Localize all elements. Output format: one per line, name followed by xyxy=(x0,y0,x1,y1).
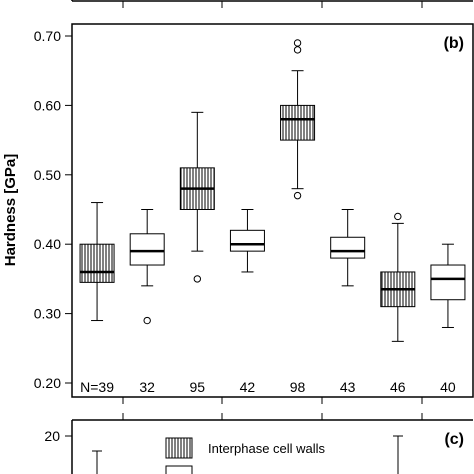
n-label: N=39 xyxy=(80,379,114,395)
n-label: 98 xyxy=(290,379,306,395)
legend-swatch-plain xyxy=(165,465,193,474)
plot-frame xyxy=(71,23,474,398)
n-label: 46 xyxy=(390,379,406,395)
legend: Interphase cell walls xyxy=(165,437,326,474)
y-tick-label: 0.60 xyxy=(34,97,61,113)
n-label: 95 xyxy=(190,379,206,395)
panel-label: (b) xyxy=(444,35,464,52)
box-group xyxy=(79,202,115,322)
box-group xyxy=(129,209,165,325)
box-group xyxy=(179,111,215,283)
panel-b: (b) Hardness [GPa] 0.200.300.400.500.600… xyxy=(2,23,474,404)
n-labels: N=39 32 95 42 98 43 46 40 xyxy=(80,379,456,395)
outlier-point xyxy=(293,39,302,47)
box xyxy=(129,233,165,266)
box-group xyxy=(330,209,366,287)
outlier-point xyxy=(293,46,302,54)
outlier-point xyxy=(193,275,202,283)
panel-label: (c) xyxy=(444,431,464,448)
n-label: 40 xyxy=(440,379,456,395)
box-group xyxy=(430,243,466,328)
box xyxy=(330,236,366,259)
legend-label-interphase: Interphase cell walls xyxy=(208,441,326,456)
n-label: 43 xyxy=(340,379,356,395)
y-tick-label: 0.30 xyxy=(34,306,61,322)
box xyxy=(280,104,316,141)
box xyxy=(430,264,466,301)
outlier-point xyxy=(394,212,402,221)
legend-swatch-hatched xyxy=(165,437,193,459)
y-ticks: 0.20 0.30 0.40 0.50 0.60 0.70 xyxy=(34,28,72,391)
outlier-point xyxy=(293,191,302,200)
panel-a-remnant xyxy=(71,0,473,8)
box-group xyxy=(380,212,416,342)
y-tick-label: 0.20 xyxy=(34,375,61,391)
y-tick-label: 20 xyxy=(44,428,60,444)
x-ticks xyxy=(122,397,423,404)
y-tick-label: 0.40 xyxy=(34,236,61,252)
boxes xyxy=(79,39,466,342)
box-group xyxy=(280,39,316,200)
box xyxy=(229,229,265,252)
n-label: 32 xyxy=(139,379,155,395)
y-axis-title: Hardness [GPa] xyxy=(2,154,19,267)
box-group xyxy=(229,209,265,273)
n-label: 42 xyxy=(240,379,256,395)
panel-c: 20 (c) Interphase cell walls xyxy=(44,413,473,474)
outlier-point xyxy=(143,316,151,325)
y-tick-label: 0.70 xyxy=(34,28,61,44)
box xyxy=(79,243,115,283)
y-tick-label: 0.50 xyxy=(34,167,61,183)
